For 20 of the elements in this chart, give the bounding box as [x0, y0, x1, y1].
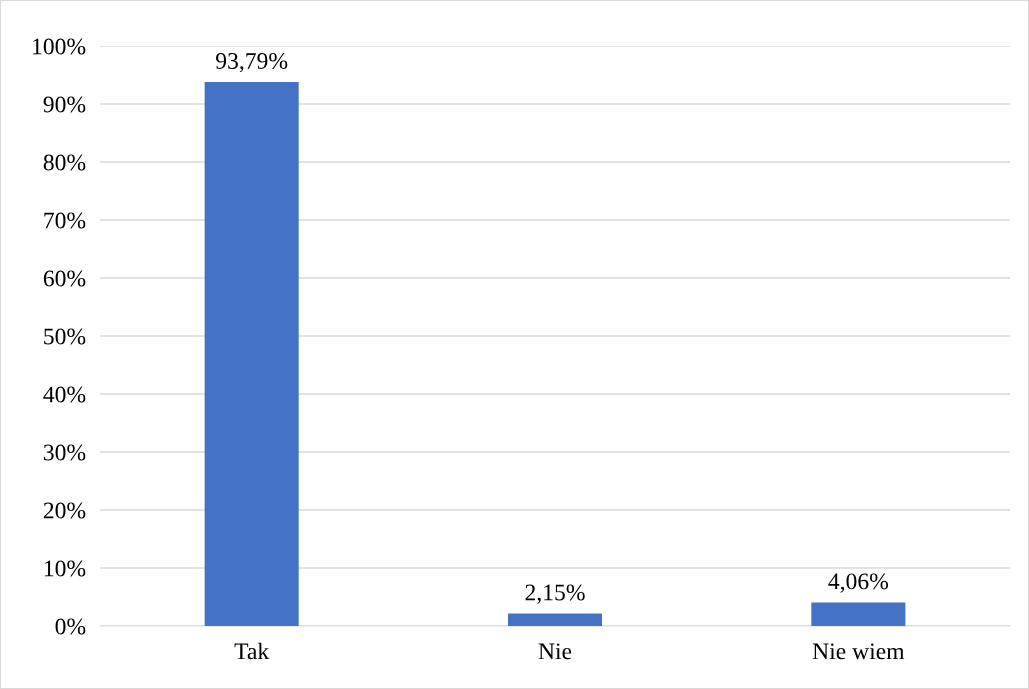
- y-tick-label: 50%: [44, 328, 86, 345]
- x-tick-label: Nie wiem: [812, 643, 905, 660]
- data-label: 4,06%: [828, 573, 889, 593]
- bar: [507, 613, 603, 626]
- bar: [204, 82, 299, 626]
- data-label: 2,15%: [525, 584, 585, 604]
- y-tick-label: 70%: [44, 212, 86, 229]
- y-tick-label: 20%: [43, 502, 86, 519]
- y-tick-label: 60%: [43, 270, 86, 287]
- y-tick-label: 90%: [43, 96, 86, 113]
- y-tick-label: 100%: [33, 38, 86, 55]
- data-label: 93,79%: [216, 52, 288, 73]
- y-tick-label: 30%: [43, 444, 86, 461]
- bar: [811, 602, 906, 626]
- x-tick-label: Nie: [538, 643, 572, 660]
- y-tick-label: 0%: [55, 618, 86, 635]
- y-tick-label: 40%: [43, 386, 86, 403]
- x-tick-label: Tak: [234, 642, 270, 660]
- y-tick-label: 10%: [44, 560, 86, 577]
- y-tick-label: 80%: [43, 154, 86, 171]
